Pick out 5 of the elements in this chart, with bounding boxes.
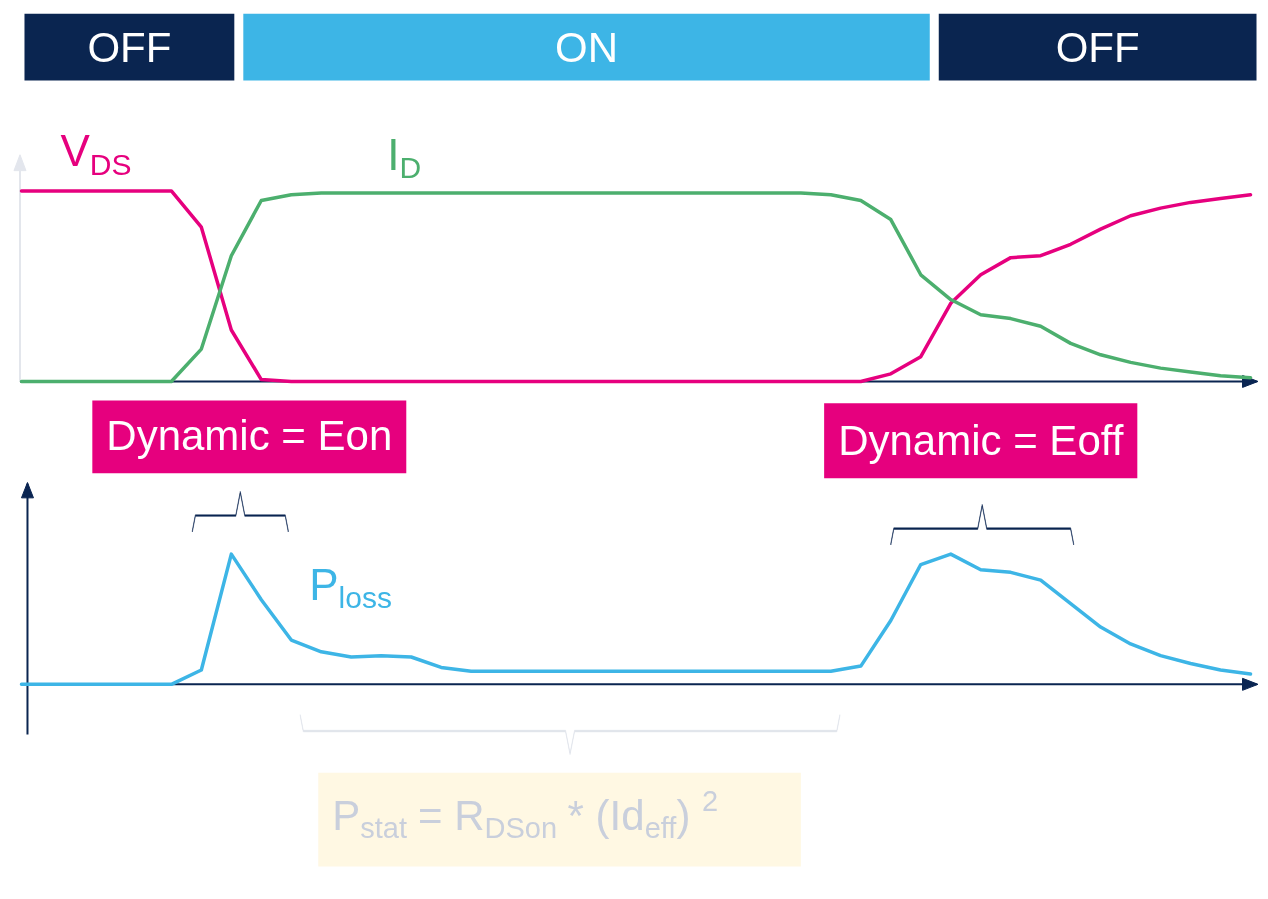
text: OFF	[1055, 23, 1140, 71]
text: ON	[555, 23, 619, 71]
text: Dynamic = Eon	[106, 412, 393, 460]
text: Dynamic = Eoff	[838, 417, 1124, 465]
text: OFF	[87, 23, 172, 71]
